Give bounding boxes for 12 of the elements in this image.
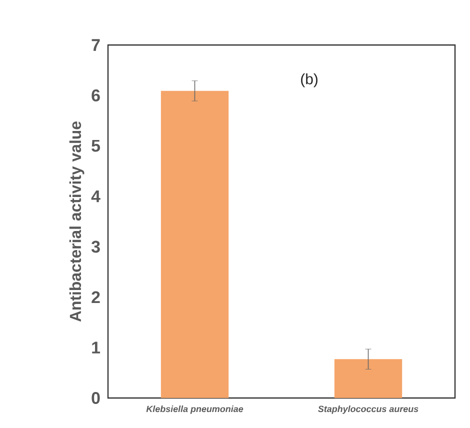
- y-tick-label: 1: [92, 342, 100, 354]
- y-tick-label: 6: [92, 89, 100, 102]
- y-tick-label: 5: [92, 140, 100, 152]
- y-tick-label: 3: [91, 240, 100, 253]
- y-tick-label: 2: [92, 291, 100, 304]
- x-tick-label: Staphylococcus aureus: [318, 406, 418, 414]
- x-tick-label: Klebsiella pneumoniae: [146, 406, 244, 414]
- y-axis-title: Antibacterial activity value: [69, 122, 84, 322]
- annotation: (b): [301, 73, 318, 88]
- y-tick-label: 7: [92, 39, 100, 51]
- y-tick-label: 0: [92, 392, 100, 404]
- y-tick-label: 4: [91, 190, 100, 202]
